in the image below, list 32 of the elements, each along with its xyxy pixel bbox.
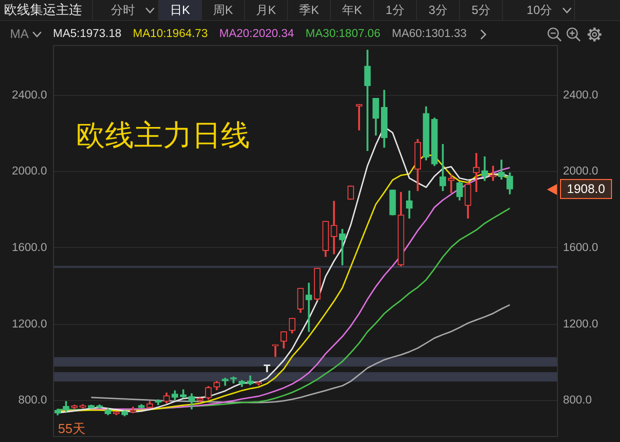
text: 分时 [93, 0, 137, 20]
y2-tick-label: 1600.0 [563, 242, 598, 254]
candlestick [472, 152, 480, 192]
text: MA10:1964.73 [132, 27, 208, 42]
annotation: 55天 [58, 421, 86, 436]
text: MA30:1807.06 [306, 27, 380, 42]
text: 3分 [416, 0, 459, 20]
y2-tick-label: 2000.0 [563, 166, 598, 178]
text: 欧线主力日线 [76, 120, 250, 152]
text: 1908.0 [560, 179, 612, 199]
y2-tick-label: 800.0 [563, 394, 592, 407]
chart-title: 欧线集运主连 [4, 2, 82, 17]
y-tick-label: 1200.0 [12, 318, 47, 330]
text: 5分 [459, 0, 502, 20]
text: MA60:1301.33 [392, 27, 467, 42]
y-tick-label: 1600.0 [12, 242, 47, 254]
text: MA20:2020.34 [219, 27, 294, 42]
text: MA5:1973.18 [53, 27, 122, 42]
y-tick-label: 2000.0 [12, 166, 47, 178]
text: 月K [244, 0, 287, 20]
candlestick [306, 282, 312, 332]
text: 年K [330, 0, 373, 20]
legend-title: MA [10, 27, 29, 42]
y-tick-label: 800.0 [18, 394, 47, 407]
text: 日K [158, 0, 201, 20]
text: 季K [287, 0, 330, 20]
y-tick-label: 2400.0 [12, 89, 47, 102]
text: 周K [201, 0, 244, 20]
y2-tick-label: 1200.0 [563, 318, 598, 330]
text: 10分 [503, 0, 554, 20]
text: 1分 [373, 0, 416, 20]
y2-tick-label: 2400.0 [563, 89, 598, 102]
